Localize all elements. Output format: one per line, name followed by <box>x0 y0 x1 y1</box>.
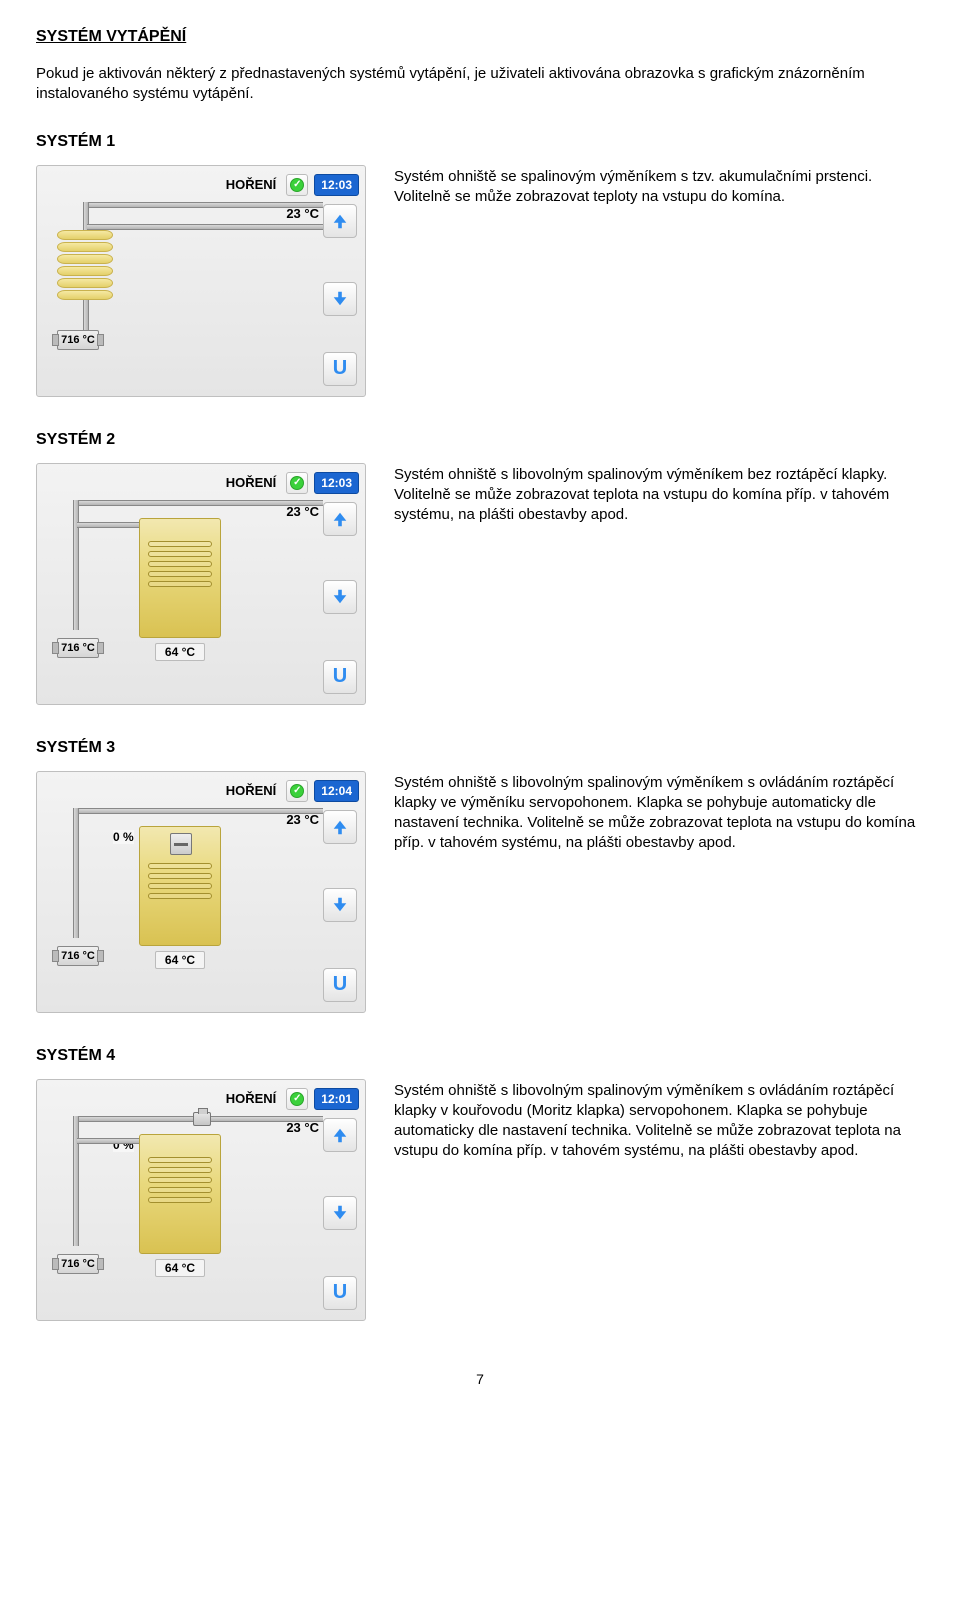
system-heading: SYSTÉM 2 <box>36 431 924 449</box>
exchanger-tank-icon: 64 °C <box>139 1134 221 1254</box>
system-row: HOŘENÍ ✓ 12:01 23 °C 0 % 64 °C 716 °C <box>36 1079 924 1321</box>
outlet-temp-label: 23 °C <box>286 206 319 221</box>
system-description: Systém ohniště se spalinovým výměníkem s… <box>394 165 924 208</box>
outlet-temp-label: 23 °C <box>286 812 319 827</box>
widget-title: HOŘENÍ <box>43 177 280 192</box>
tank-temp-label: 64 °C <box>155 643 205 661</box>
u-icon: U <box>333 357 347 380</box>
flue-temp-label: 716 °C <box>61 642 95 654</box>
down-button[interactable] <box>323 282 357 316</box>
system-widget: HOŘENÍ ✓ 12:03 23 °C 716 °C <box>36 165 366 397</box>
flue-temp-label: 716 °C <box>61 1258 95 1270</box>
system-description: Systém ohniště s libovolným spalinovým v… <box>394 1079 924 1162</box>
widget-title: HOŘENÍ <box>43 783 280 798</box>
system-description: Systém ohniště s libovolným spalinovým v… <box>394 463 924 526</box>
up-button[interactable] <box>323 1118 357 1152</box>
status-ok-icon: ✓ <box>286 174 308 196</box>
u-icon: U <box>333 665 347 688</box>
time-badge[interactable]: 12:01 <box>314 1088 359 1110</box>
time-badge[interactable]: 12:04 <box>314 780 359 802</box>
tank-temp-label: 64 °C <box>155 951 205 969</box>
percent-label: 0 % <box>113 830 134 844</box>
tank-temp-label: 64 °C <box>155 1259 205 1277</box>
system-row: HOŘENÍ ✓ 12:03 23 °C 64 °C 716 °C <box>36 463 924 705</box>
up-button[interactable] <box>323 810 357 844</box>
system-row: HOŘENÍ ✓ 12:04 23 °C 0 % 64 °C 716 °C <box>36 771 924 1013</box>
flue-temp-box: 716 °C <box>57 1254 99 1274</box>
servo-damper-icon <box>170 833 192 855</box>
ring-exchanger-icon <box>57 230 113 302</box>
flue-temp-box: 716 °C <box>57 330 99 350</box>
page-title: SYSTÉM VYTÁPĚNÍ <box>36 28 924 46</box>
flue-temp-box: 716 °C <box>57 638 99 658</box>
system-row: HOŘENÍ ✓ 12:03 23 °C 716 °C <box>36 165 924 397</box>
up-button[interactable] <box>323 204 357 238</box>
up-button[interactable] <box>323 502 357 536</box>
flue-temp-label: 716 °C <box>61 334 95 346</box>
time-badge[interactable]: 12:03 <box>314 472 359 494</box>
u-icon: U <box>333 973 347 996</box>
system-heading: SYSTÉM 3 <box>36 739 924 757</box>
system-widget: HOŘENÍ ✓ 12:03 23 °C 64 °C 716 °C <box>36 463 366 705</box>
reset-button[interactable]: U <box>323 352 357 386</box>
widget-title: HOŘENÍ <box>43 1091 280 1106</box>
page-number: 7 <box>36 1371 924 1387</box>
exchanger-tank-icon: 64 °C <box>139 826 221 946</box>
reset-button[interactable]: U <box>323 968 357 1002</box>
reset-button[interactable]: U <box>323 660 357 694</box>
status-ok-icon: ✓ <box>286 472 308 494</box>
system-widget: HOŘENÍ ✓ 12:01 23 °C 0 % 64 °C 716 °C <box>36 1079 366 1321</box>
flue-temp-box: 716 °C <box>57 946 99 966</box>
outlet-temp-label: 23 °C <box>286 1120 319 1135</box>
reset-button[interactable]: U <box>323 1276 357 1310</box>
system-heading: SYSTÉM 1 <box>36 133 924 151</box>
exchanger-tank-icon: 64 °C <box>139 518 221 638</box>
down-button[interactable] <box>323 1196 357 1230</box>
system-widget: HOŘENÍ ✓ 12:04 23 °C 0 % 64 °C 716 °C <box>36 771 366 1013</box>
down-button[interactable] <box>323 580 357 614</box>
system-description: Systém ohniště s libovolným spalinovým v… <box>394 771 924 854</box>
status-ok-icon: ✓ <box>286 1088 308 1110</box>
system-heading: SYSTÉM 4 <box>36 1047 924 1065</box>
outlet-temp-label: 23 °C <box>286 504 319 519</box>
time-badge[interactable]: 12:03 <box>314 174 359 196</box>
flue-motor-icon <box>193 1112 211 1126</box>
widget-title: HOŘENÍ <box>43 475 280 490</box>
flue-temp-label: 716 °C <box>61 950 95 962</box>
down-button[interactable] <box>323 888 357 922</box>
status-ok-icon: ✓ <box>286 780 308 802</box>
u-icon: U <box>333 1281 347 1304</box>
page-intro: Pokud je aktivován některý z přednastave… <box>36 64 924 105</box>
